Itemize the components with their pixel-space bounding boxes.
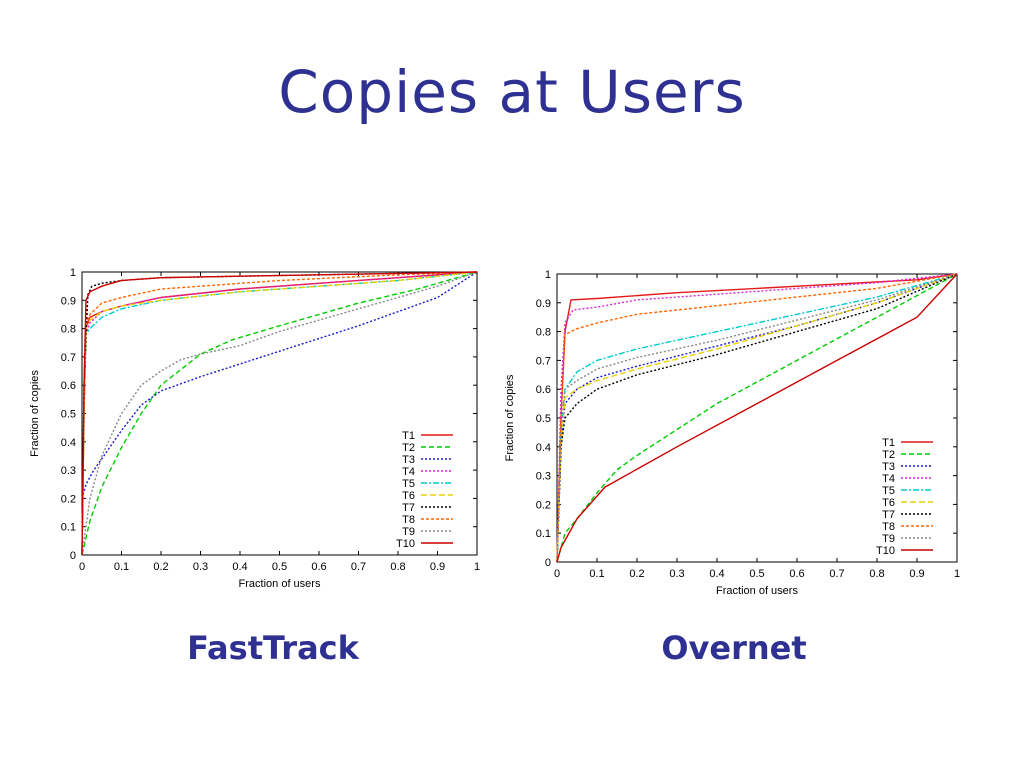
legend-label-t10: T10	[876, 545, 895, 557]
x-tick-label: 0.9	[430, 561, 445, 573]
x-tick-label: 0.1	[589, 568, 604, 580]
x-tick-label: 1	[954, 568, 960, 580]
y-tick-label: 0.8	[536, 327, 551, 339]
x-axis-label: Fraction of users	[716, 585, 798, 597]
y-tick-label: 1	[545, 269, 551, 281]
legend-label-t4: T4	[882, 473, 895, 485]
x-tick-label: 0.3	[193, 561, 208, 573]
legend-label-t6: T6	[882, 497, 895, 509]
series-line-t1	[556, 273, 958, 563]
x-tick-label: 0.2	[629, 568, 644, 580]
y-tick-label: 0.7	[536, 355, 551, 367]
series-line-t7	[556, 273, 958, 563]
y-tick-label: 1	[70, 267, 76, 279]
y-tick-label: 0	[545, 557, 551, 569]
y-tick-label: 0.2	[536, 499, 551, 511]
series-line-t3	[81, 271, 478, 499]
x-tick-label: 0.5	[272, 561, 287, 573]
fasttrack-chart: 0 0.1 0.2 0.3 0.4 0.5 0.6 0.7 0.8 0.9 1 0 0.1 0.2 0.3 0…	[29, 267, 480, 590]
y-tick-label: 0.6	[61, 380, 76, 392]
x-tick-label: 0	[79, 561, 85, 573]
series-line-t9	[556, 273, 958, 563]
y-axis-label: Fraction of copies	[29, 370, 41, 457]
legend-label-t1: T1	[402, 430, 415, 442]
y-tick-label: 0.2	[61, 493, 76, 505]
y-tick-label: 0.5	[536, 413, 551, 425]
y-tick-label: 0.6	[536, 384, 551, 396]
fasttrack-caption: FastTrack	[187, 629, 359, 667]
y-tick-label: 0.3	[536, 471, 551, 483]
y-tick-label: 0.9	[536, 298, 551, 310]
series-line-t5	[556, 273, 958, 563]
y-tick-label: 0.4	[536, 442, 551, 454]
legend-label-t2: T2	[882, 449, 895, 461]
x-tick-label: 0.7	[351, 561, 366, 573]
series-line-t10	[81, 271, 478, 556]
x-tick-label: 0	[554, 568, 560, 580]
x-tick-label: 0.4	[709, 568, 724, 580]
x-tick-label: 0.8	[390, 561, 405, 573]
legend-label-t1: T1	[882, 437, 895, 449]
series-line-t2	[81, 271, 478, 556]
legend-label-t10: T10	[396, 538, 415, 550]
legend-label-t3: T3	[882, 461, 895, 473]
overnet-chart: 0 0.1 0.2 0.3 0.4 0.5 0.6 0.7 0.8 0.9 1 0 0.1 0.2 0.3 0…	[504, 269, 960, 597]
legend-label-t4: T4	[402, 466, 415, 478]
series-line-t8	[556, 273, 958, 563]
series-line-t9	[81, 271, 478, 556]
x-tick-label: 0.2	[153, 561, 168, 573]
y-tick-label: 0.8	[61, 324, 76, 336]
x-tick-label: 0.4	[232, 561, 247, 573]
legend-label-t7: T7	[402, 502, 415, 514]
legend-label-t3: T3	[402, 454, 415, 466]
x-tick-label: 0.5	[749, 568, 764, 580]
y-tick-label: 0.1	[61, 522, 76, 534]
overnet-caption: Overnet	[661, 629, 807, 667]
x-tick-label: 0.9	[909, 568, 924, 580]
y-tick-label: 0.7	[61, 352, 76, 364]
legend-label-t6: T6	[402, 490, 415, 502]
slide-title: Copies at Users	[278, 58, 746, 126]
x-tick-label: 0.6	[311, 561, 326, 573]
x-tick-label: 0.1	[114, 561, 129, 573]
y-tick-label: 0.4	[61, 437, 76, 449]
plot-frame	[556, 273, 958, 563]
legend-label-t5: T5	[402, 478, 415, 490]
legend-label-t8: T8	[882, 521, 895, 533]
series-line-t10	[556, 273, 958, 563]
legend-label-t8: T8	[402, 514, 415, 526]
x-tick-label: 0.3	[669, 568, 684, 580]
y-tick-label: 0.3	[61, 465, 76, 477]
legend-label-t9: T9	[882, 533, 895, 545]
series-line-t3	[556, 273, 958, 563]
legend-label-t2: T2	[402, 442, 415, 454]
x-tick-label: 0.6	[789, 568, 804, 580]
y-tick-label: 0.1	[536, 528, 551, 540]
y-tick-label: 0	[70, 550, 76, 562]
legend-label-t7: T7	[882, 509, 895, 521]
series-line-t2	[556, 273, 958, 563]
series-line-t4	[556, 273, 958, 563]
x-axis-label: Fraction of users	[239, 578, 321, 590]
y-tick-label: 0.9	[61, 295, 76, 307]
y-tick-label: 0.5	[61, 409, 76, 421]
x-tick-label: 0.7	[829, 568, 844, 580]
legend-label-t5: T5	[882, 485, 895, 497]
legend-label-t9: T9	[402, 526, 415, 538]
x-tick-label: 1	[474, 561, 480, 573]
y-axis-label: Fraction of copies	[504, 374, 516, 461]
series-line-t6	[556, 273, 958, 563]
x-tick-label: 0.8	[869, 568, 884, 580]
